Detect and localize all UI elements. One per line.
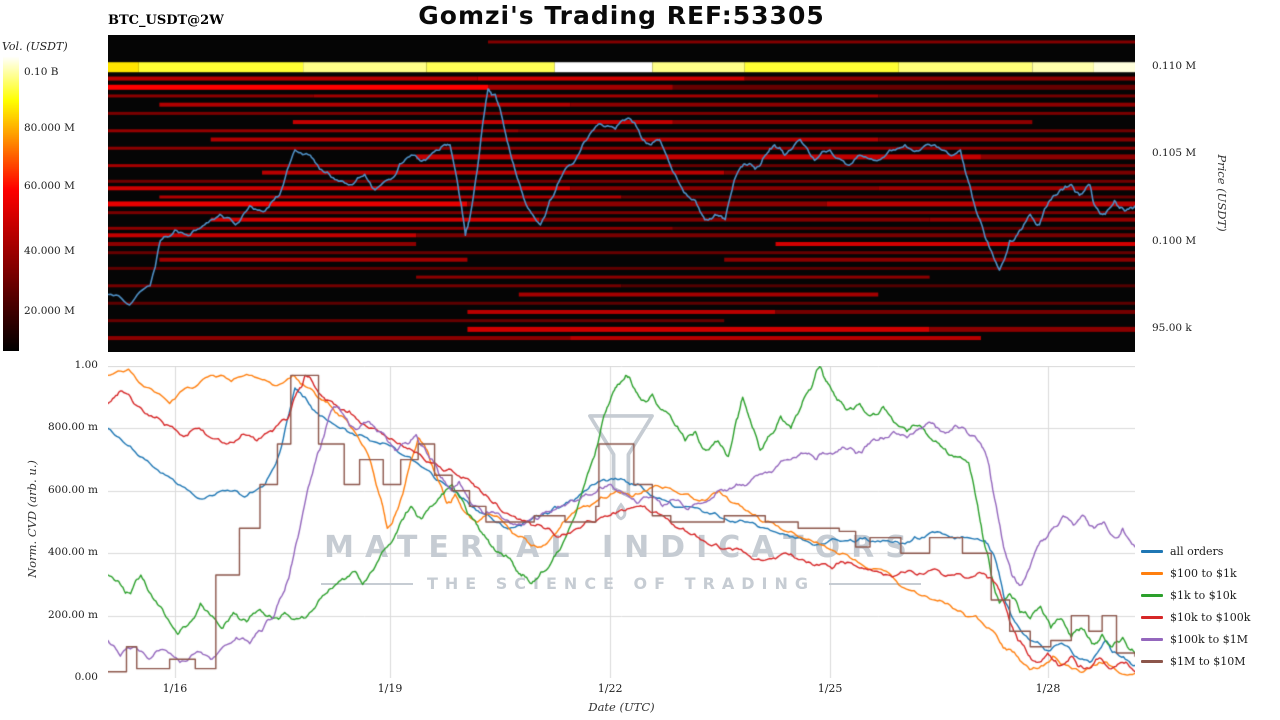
cvd-ytick: 600.00 m	[47, 483, 98, 496]
legend-swatch	[1141, 637, 1163, 641]
colorbar-tick: 20.000 M	[24, 305, 75, 318]
date-tick: 1/16	[162, 682, 188, 695]
legend-label: all orders	[1170, 544, 1224, 558]
colorbar-tick: 80.000 M	[24, 122, 75, 135]
cvd-ytick: 200.00 m	[47, 608, 98, 621]
price-tick: 95.00 k	[1152, 321, 1192, 334]
legend-item: all orders	[1141, 540, 1250, 562]
date-tick: 1/22	[597, 682, 623, 695]
legend-item: $100k to $1M	[1141, 628, 1250, 650]
legend-swatch	[1141, 549, 1163, 553]
chart-title: Gomzi's Trading REF:53305	[418, 1, 825, 30]
price-axis-label: Price (USDT)	[1215, 154, 1229, 232]
legend-label: $1M to $10M	[1170, 654, 1246, 668]
legend-label: $100 to $1k	[1170, 566, 1237, 580]
legend-item: $10k to $100k	[1141, 606, 1250, 628]
colorbar-tick: 0.10 B	[24, 66, 59, 79]
price-tick: 0.110 M	[1152, 60, 1197, 73]
legend-swatch	[1141, 615, 1163, 619]
legend-label: $1k to $10k	[1170, 588, 1237, 602]
volume-colorbar	[3, 56, 19, 351]
legend: all orders $100 to $1k $1k to $10k $10k to …	[1141, 540, 1250, 672]
cvd-ytick: 0.00	[74, 671, 98, 683]
legend-item: $1k to $10k	[1141, 584, 1250, 606]
colorbar-tick: 40.000 M	[24, 244, 75, 257]
liquidity-heatmap-canvas	[108, 35, 1135, 352]
cvd-lines-canvas	[108, 366, 1135, 678]
cvd-ytick: 400.00 m	[47, 546, 98, 559]
cvd-ytick: 800.00 m	[47, 421, 98, 434]
legend-item: $1M to $10M	[1141, 650, 1250, 672]
price-tick: 0.105 M	[1152, 147, 1197, 160]
date-tick: 1/28	[1035, 682, 1061, 695]
cvd-axis-label: Norm. CVD (arb. u.)	[25, 460, 39, 578]
legend-swatch	[1141, 659, 1163, 663]
price-tick: 0.100 M	[1152, 234, 1197, 247]
symbol-label: BTC_USDT@2W	[108, 13, 224, 28]
legend-swatch	[1141, 593, 1163, 597]
colorbar-label: Vol. (USDT)	[2, 40, 68, 53]
legend-label: $100k to $1M	[1170, 632, 1248, 646]
date-tick: 1/19	[377, 682, 403, 695]
colorbar-tick: 60.000 M	[24, 179, 75, 192]
legend-swatch	[1141, 571, 1163, 575]
cvd-ytick: 1.00	[74, 359, 98, 371]
legend-label: $10k to $100k	[1170, 610, 1251, 624]
date-axis-label: Date (UTC)	[588, 700, 655, 714]
legend-item: $100 to $1k	[1141, 562, 1250, 584]
date-tick: 1/25	[817, 682, 843, 695]
